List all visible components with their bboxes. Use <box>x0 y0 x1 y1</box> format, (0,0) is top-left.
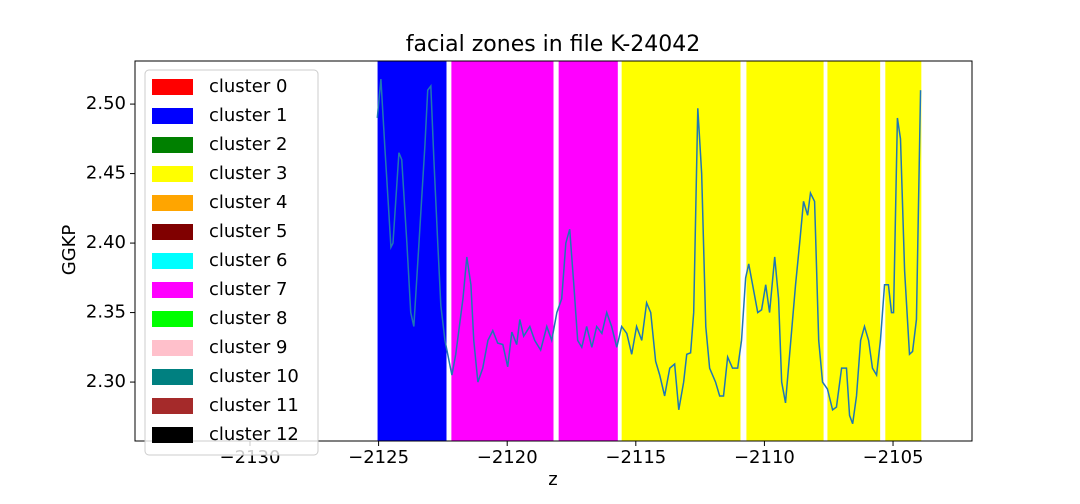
legend-swatch <box>152 79 193 95</box>
legend-label: cluster 6 <box>209 250 287 271</box>
facies-zone <box>621 61 741 441</box>
legend-swatch <box>152 195 193 211</box>
legend-label: cluster 4 <box>209 192 287 213</box>
legend-swatch <box>152 369 193 385</box>
y-tick-label: 2.45 <box>86 163 126 184</box>
legend-swatch <box>152 108 193 124</box>
plot-frame <box>134 60 973 442</box>
legend-swatch <box>152 166 193 182</box>
x-tick-label: −2120 <box>477 447 538 468</box>
legend-label: cluster 2 <box>209 134 287 155</box>
legend-label: cluster 8 <box>209 308 287 329</box>
legend-label: cluster 9 <box>209 337 287 358</box>
facies-zone <box>558 61 618 441</box>
x-tick-label: −2110 <box>734 447 795 468</box>
y-axis-label: GGKP <box>59 225 80 276</box>
facies-zone <box>377 61 447 441</box>
legend-label: cluster 12 <box>209 424 299 445</box>
legend-swatch <box>152 427 193 443</box>
legend-swatch <box>152 253 193 269</box>
facies-zone <box>451 61 554 441</box>
chart-title: facial zones in file K-24042 <box>406 32 701 57</box>
legend-label: cluster 1 <box>209 105 287 126</box>
legend-swatch <box>152 398 193 414</box>
x-tick-label: −2115 <box>605 447 666 468</box>
legend-swatch <box>152 282 193 298</box>
facies-zone <box>746 61 824 441</box>
legend-label: cluster 10 <box>209 366 299 387</box>
y-tick-label: 2.40 <box>86 232 126 253</box>
x-axis-label: z <box>548 469 557 490</box>
legend-swatch <box>152 311 193 327</box>
data-line <box>376 79 922 425</box>
legend-label: cluster 5 <box>209 221 287 242</box>
y-tick-label: 2.35 <box>86 302 126 323</box>
x-tick-label: −2125 <box>348 447 409 468</box>
legend-label: cluster 11 <box>209 395 299 416</box>
y-tick-label: 2.30 <box>86 371 126 392</box>
legend-swatch <box>152 340 193 356</box>
facies-zone <box>827 61 881 441</box>
y-tick-label: 2.50 <box>86 93 126 114</box>
legend-swatch <box>152 224 193 240</box>
legend-label: cluster 7 <box>209 279 287 300</box>
x-tick-label: −2105 <box>863 447 924 468</box>
legend-label: cluster 3 <box>209 163 287 184</box>
legend-swatch <box>152 137 193 153</box>
legend-label: cluster 0 <box>209 76 287 97</box>
